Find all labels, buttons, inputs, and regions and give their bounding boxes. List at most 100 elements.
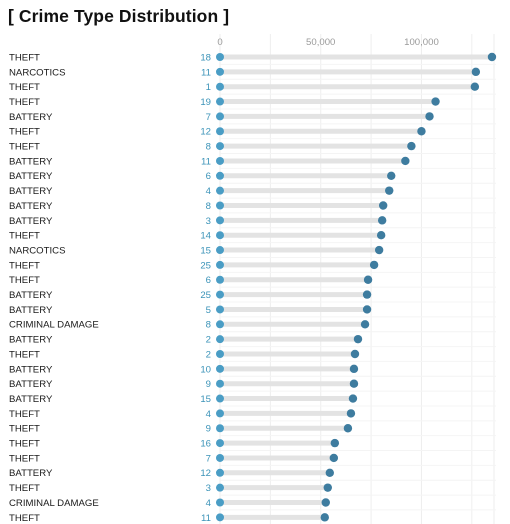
start-dot xyxy=(216,453,224,462)
count-label: 18 xyxy=(200,52,211,63)
category-label: THEFT xyxy=(9,275,40,286)
category-label: THEFT xyxy=(9,409,40,420)
category-label: THEFT xyxy=(9,231,40,242)
category-label: THEFT xyxy=(9,82,40,93)
category-label: NARCOTICS xyxy=(9,245,66,256)
start-dot xyxy=(216,142,224,151)
chart-row: BATTERY 5 xyxy=(9,305,372,316)
start-dot xyxy=(216,513,224,522)
count-label: 8 xyxy=(206,201,211,212)
start-dot xyxy=(216,379,224,388)
value-dot xyxy=(417,127,426,136)
chart-row: BATTERY 9 xyxy=(9,379,359,390)
chart-row: BATTERY 10 xyxy=(9,364,359,375)
count-label: 9 xyxy=(206,424,211,435)
value-dot xyxy=(425,112,434,121)
chart-row: BATTERY 8 xyxy=(9,201,388,212)
value-dot xyxy=(362,305,372,314)
value-dot xyxy=(348,394,358,403)
count-label: 7 xyxy=(206,453,211,464)
chart-row: CRIMINAL DAMAGE 4 xyxy=(9,498,330,509)
value-dot xyxy=(350,349,360,359)
count-label: 11 xyxy=(201,513,211,524)
chart-row: THEFT 19 xyxy=(9,97,440,108)
count-label: 2 xyxy=(206,335,211,346)
category-label: THEFT xyxy=(9,349,40,360)
count-label: 4 xyxy=(206,409,212,420)
count-label: 12 xyxy=(200,468,211,479)
start-dot xyxy=(216,82,224,91)
chart-row: THEFT 16 xyxy=(9,439,340,450)
category-label: THEFT xyxy=(9,439,40,450)
start-dot xyxy=(216,53,224,61)
chart-row: CRIMINAL DAMAGE 8 xyxy=(9,320,370,331)
count-label: 16 xyxy=(200,439,211,450)
chart-row: BATTERY 11 xyxy=(9,156,410,167)
start-dot xyxy=(216,498,224,507)
count-label: 19 xyxy=(200,97,211,108)
category-label: CRIMINAL DAMAGE xyxy=(9,498,99,509)
chart-row: THEFT 3 xyxy=(9,483,332,494)
count-label: 1 xyxy=(206,82,211,93)
category-label: THEFT xyxy=(9,453,40,464)
category-label: BATTERY xyxy=(9,394,53,405)
count-label: 9 xyxy=(206,379,211,390)
count-label: 4 xyxy=(206,498,212,509)
count-label: 15 xyxy=(200,245,211,256)
count-label: 12 xyxy=(200,127,211,138)
category-label: BATTERY xyxy=(9,216,53,227)
chart-row: THEFT 7 xyxy=(9,453,339,464)
start-dot xyxy=(216,216,224,225)
chart-row: BATTERY 3 xyxy=(9,216,387,227)
start-dot xyxy=(216,483,224,492)
value-dot xyxy=(374,245,384,255)
category-label: BATTERY xyxy=(9,305,53,316)
chart-row: THEFT 4 xyxy=(9,409,356,420)
chart-row: BATTERY 2 xyxy=(9,335,363,346)
x-axis-ticks: 0 50,000 100,000 xyxy=(217,37,438,48)
start-dot xyxy=(216,335,224,344)
category-label: BATTERY xyxy=(9,112,53,123)
category-label: BATTERY xyxy=(9,290,53,301)
value-dot xyxy=(349,364,359,374)
start-dot xyxy=(216,364,224,373)
count-label: 14 xyxy=(200,231,211,242)
category-label: BATTERY xyxy=(9,364,53,375)
count-label: 4 xyxy=(206,186,212,197)
category-label: THEFT xyxy=(9,260,40,271)
value-dot xyxy=(360,320,370,329)
count-label: 7 xyxy=(206,112,211,123)
start-dot xyxy=(216,112,224,121)
category-label: THEFT xyxy=(9,483,40,494)
chart-row: BATTERY 7 xyxy=(9,112,434,123)
value-dot xyxy=(401,156,410,166)
start-dot xyxy=(216,409,224,418)
category-label: BATTERY xyxy=(9,379,53,390)
value-dot xyxy=(325,468,334,477)
chart-row: THEFT 12 xyxy=(9,127,426,138)
count-label: 11 xyxy=(201,67,211,78)
start-dot xyxy=(216,424,224,433)
start-dot xyxy=(216,201,224,210)
value-dot xyxy=(363,275,373,284)
category-label: BATTERY xyxy=(9,335,53,346)
count-label: 3 xyxy=(206,483,211,494)
start-dot xyxy=(216,320,224,329)
chart-row: THEFT 14 xyxy=(9,231,386,242)
value-dot xyxy=(407,141,416,151)
category-label: BATTERY xyxy=(9,156,53,167)
count-label: 15 xyxy=(200,394,211,405)
value-dot xyxy=(349,379,359,388)
start-dot xyxy=(216,305,224,314)
count-label: 6 xyxy=(206,171,211,182)
x-tick-label: 0 xyxy=(217,37,222,48)
value-dot xyxy=(376,231,386,240)
count-label: 8 xyxy=(206,142,211,153)
value-dot xyxy=(323,483,332,492)
value-dot xyxy=(471,67,481,77)
category-label: THEFT xyxy=(9,424,40,435)
chart-row: THEFT 8 xyxy=(9,142,416,153)
chart-row: THEFT 11 xyxy=(9,513,329,524)
chart-row: THEFT 1 xyxy=(9,82,480,93)
